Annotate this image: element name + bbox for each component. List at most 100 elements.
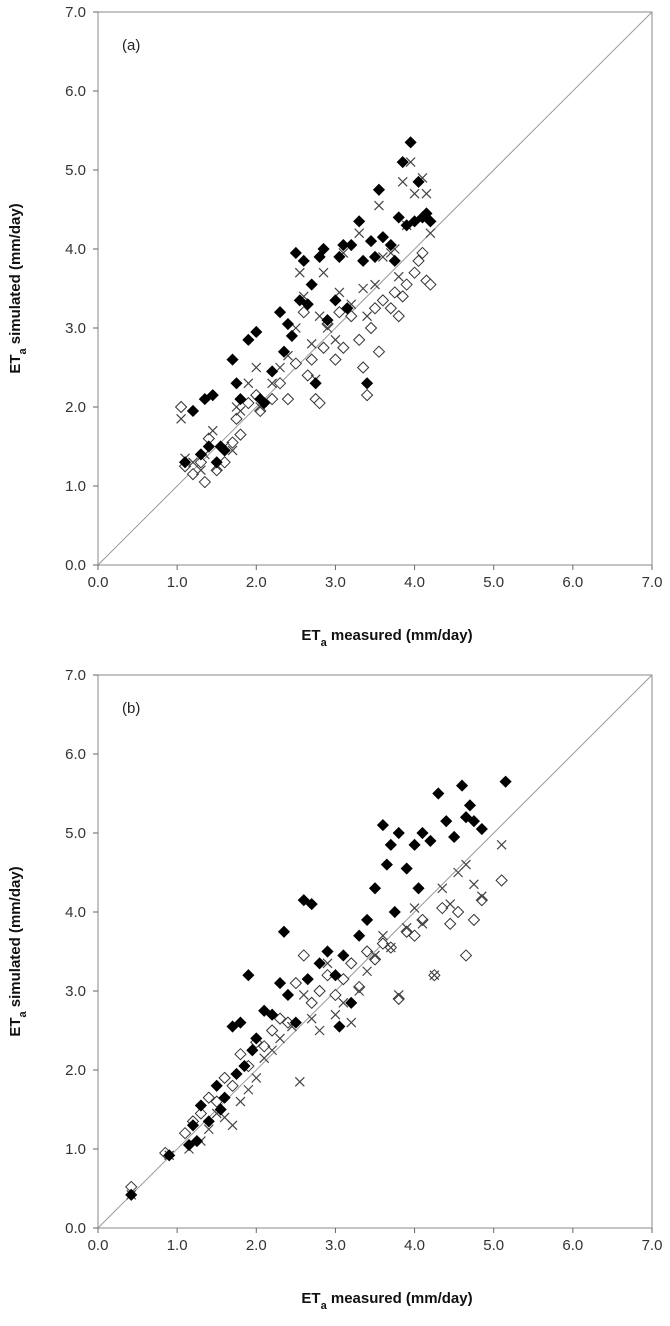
point-open-diamond [384,302,398,315]
point-filled-diamond [380,858,393,871]
point-filled-diamond [463,799,477,812]
point-open-diamond [305,353,318,366]
point-open-diamond [352,333,366,347]
point-cross [409,903,420,913]
y-tick-label: 6.0 [65,746,86,763]
point-filled-diamond [238,1059,251,1073]
point-cross [429,970,440,981]
point-cross [227,1120,238,1131]
point-open-diamond [337,341,350,354]
point-filled-diamond [194,448,207,461]
point-filled-diamond [317,242,330,256]
point-open-diamond [230,412,243,426]
x-tick-label: 4.0 [404,574,425,591]
point-filled-diamond [345,996,358,1009]
point-cross [259,1053,270,1064]
point-cross [397,176,408,187]
point-filled-diamond [309,377,322,390]
point-cross [417,918,428,929]
point-filled-diamond [475,822,488,836]
point-filled-diamond [467,815,480,828]
point-filled-diamond [277,925,291,938]
point-filled-diamond [297,254,310,267]
x-tick-label: 1.0 [167,574,188,591]
point-filled-diamond [337,949,350,962]
scatter-panel-b: 0.0 1.0 2.0 3.0 4.0 5.0 6.0 7.0 0.0 1.0 2.0 3.0 4.0 5… [0,663,670,1326]
point-filled-diamond [313,250,326,263]
point-open-diamond [265,392,279,406]
point-filled-diamond [361,913,374,926]
point-filled-diamond [333,1020,346,1033]
point-open-diamond [198,475,212,489]
point-filled-diamond [388,254,401,267]
point-open-diamond [257,1040,271,1053]
point-open-diamond [313,984,326,998]
point-cross [354,228,365,239]
point-filled-diamond [408,215,421,228]
scatter-panel-a: 0.0 1.0 2.0 3.0 4.0 5.0 6.0 7.0 0.0 1.0 2.0 3.0 4.0 5… [7,4,662,649]
y-axis-title-main: ET [7,1018,24,1037]
point-filled-diamond [440,815,453,828]
point-open-diamond [234,1047,247,1061]
point-filled-diamond [242,969,255,982]
x-tick-label: 4.0 [404,1237,425,1254]
point-filled-diamond [432,787,445,800]
point-filled-diamond [392,826,405,840]
point-cross [425,228,436,239]
point-cross [461,859,471,870]
point-open-diamond [475,893,489,907]
point-filled-diamond [424,834,437,847]
point-open-diamond [424,278,437,291]
point-filled-diamond [384,838,397,851]
y-tick-label: 0.0 [65,1220,86,1237]
scatter-chart-a: 0.0 1.0 2.0 3.0 4.0 5.0 6.0 7.0 0.0 1.0 2.0 3.0 4.0 5… [7,4,662,649]
point-cross [401,922,412,933]
point-open-diamond [396,290,409,303]
point-filled-diamond [246,1044,259,1057]
point-cross [235,1096,246,1107]
point-open-diamond [301,369,314,382]
point-filled-diamond [361,377,374,390]
point-filled-diamond [266,365,279,378]
point-filled-diamond [230,377,243,390]
point-open-diamond [392,992,405,1006]
y-tick-label: 5.0 [65,162,86,179]
point-filled-diamond [277,345,291,358]
point-open-diamond [329,353,342,366]
point-open-diamond [178,1126,192,1140]
point-open-diamond [218,456,231,469]
point-cross [393,271,404,282]
point-open-diamond [495,874,508,887]
point-open-diamond [289,357,303,370]
x-axis-title-rest: measured (mm/day) [327,627,473,644]
y-tick-label: 6.0 [65,83,86,100]
point-open-diamond [376,937,390,950]
point-open-diamond [436,901,449,915]
point-filled-diamond [281,988,295,1002]
point-cross [294,267,305,278]
point-open-diamond [364,321,378,335]
point-filled-diamond [234,393,247,406]
point-filled-diamond [301,973,314,986]
plot-frame [97,11,653,566]
point-cross [207,425,218,436]
y-axis-title-sub: a [17,1011,29,1018]
point-filled-diamond [214,1103,227,1116]
point-filled-diamond [313,957,326,970]
point-filled-diamond [230,1067,243,1081]
x-axis-title-sub: a [321,637,328,649]
point-filled-diamond [372,183,386,196]
panel-label: (b) [122,700,140,717]
point-open-diamond [210,463,223,477]
point-filled-diamond [258,396,271,410]
point-open-diamond [360,388,374,402]
point-filled-diamond [400,219,413,232]
point-filled-diamond [289,1016,302,1029]
point-open-diamond [368,302,382,315]
point-cross [496,839,507,850]
point-cross [445,899,456,910]
point-cross [469,879,479,890]
point-filled-diamond [345,238,358,252]
point-cross [251,362,262,373]
y-tick-label: 7.0 [65,667,86,684]
